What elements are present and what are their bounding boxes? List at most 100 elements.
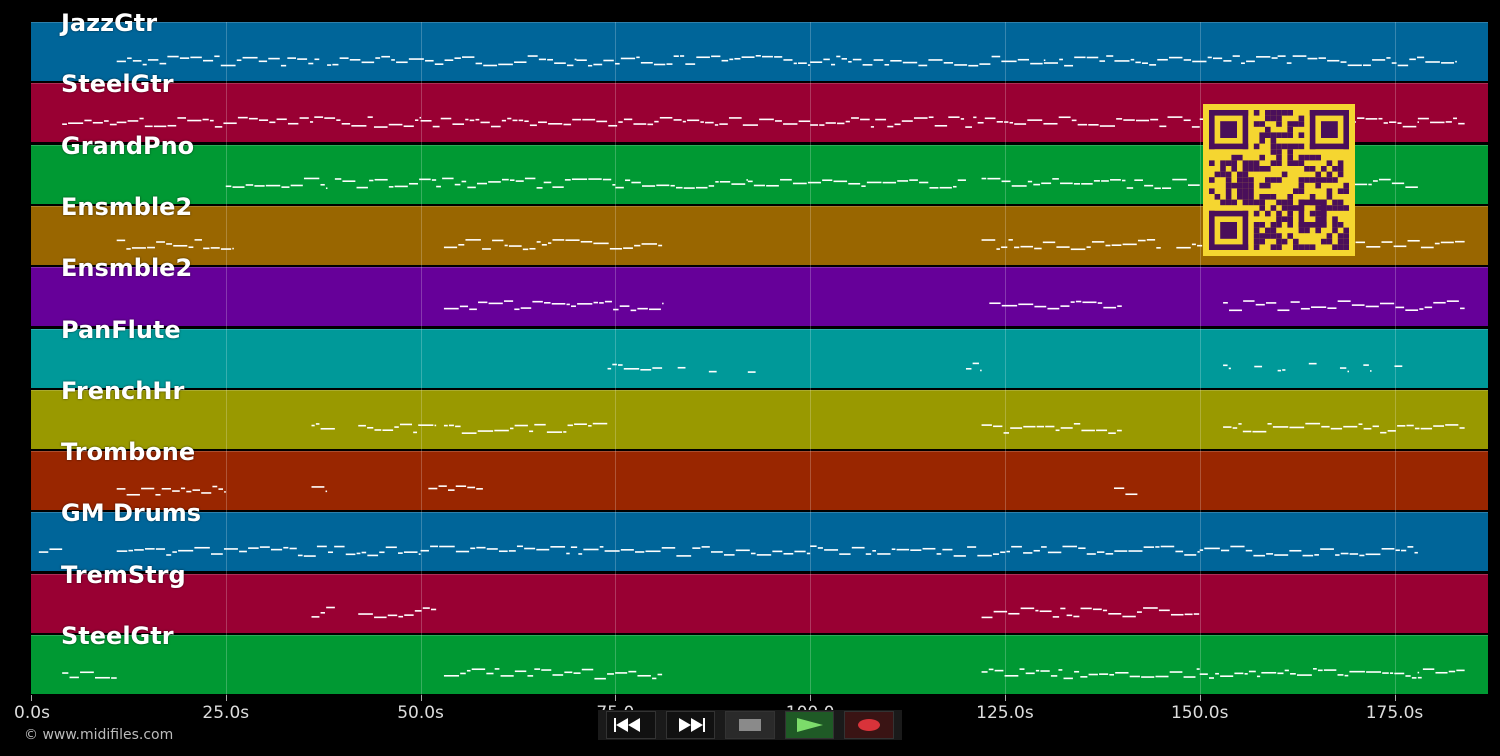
note-phrase <box>116 239 234 250</box>
note <box>1395 549 1400 552</box>
note <box>980 369 982 372</box>
note <box>735 549 750 552</box>
note <box>1114 550 1128 552</box>
note <box>1157 58 1168 61</box>
note <box>1060 182 1073 185</box>
note <box>1405 675 1411 677</box>
note <box>1059 58 1063 61</box>
note <box>116 488 126 490</box>
note <box>1460 307 1465 310</box>
note-phrase <box>1339 367 1349 373</box>
note-phrase <box>443 422 608 434</box>
note <box>1101 180 1109 182</box>
note <box>1141 676 1155 678</box>
note <box>580 240 593 243</box>
note <box>374 429 382 431</box>
note <box>1093 180 1100 182</box>
note <box>1034 305 1047 308</box>
note <box>1196 668 1200 670</box>
track-lane: JazzGtr <box>31 9 1488 81</box>
note <box>477 430 494 432</box>
note <box>297 58 308 60</box>
note <box>155 548 166 550</box>
note <box>645 550 661 553</box>
note <box>822 179 833 182</box>
note <box>111 677 117 679</box>
note <box>358 424 366 427</box>
note <box>1253 554 1265 557</box>
note <box>753 184 765 187</box>
note <box>1446 300 1459 302</box>
note <box>823 58 830 61</box>
note <box>1074 56 1086 59</box>
note <box>1023 552 1033 554</box>
note <box>1245 549 1253 552</box>
note <box>1199 673 1208 675</box>
note <box>613 308 619 311</box>
note <box>414 610 422 612</box>
note <box>442 177 454 180</box>
note-phrase <box>38 548 63 553</box>
note <box>1277 309 1290 312</box>
note <box>783 59 793 61</box>
note <box>465 239 481 241</box>
note <box>314 116 324 118</box>
note <box>455 425 461 428</box>
note <box>448 489 455 491</box>
note <box>1397 122 1402 124</box>
note <box>1455 60 1457 63</box>
note <box>824 549 839 551</box>
note <box>534 668 541 670</box>
record-button[interactable] <box>844 711 894 739</box>
note <box>1126 187 1134 189</box>
note <box>280 64 287 67</box>
note <box>1246 60 1255 63</box>
note <box>942 548 953 551</box>
note <box>1434 242 1440 245</box>
note <box>1183 676 1196 678</box>
note <box>1317 669 1323 672</box>
note <box>527 55 538 57</box>
fast-forward-button[interactable] <box>665 711 716 739</box>
note <box>179 57 190 59</box>
note <box>178 549 194 552</box>
note <box>320 183 325 186</box>
note <box>641 243 658 245</box>
note <box>1409 58 1416 61</box>
note <box>657 673 663 676</box>
note <box>746 179 748 181</box>
rewind-button[interactable] <box>606 711 656 739</box>
fast-forward-icon <box>679 718 706 732</box>
note <box>361 551 367 554</box>
note <box>1417 56 1425 59</box>
note <box>303 177 320 180</box>
note <box>640 368 652 371</box>
note <box>414 119 419 121</box>
note <box>116 121 127 124</box>
note <box>1078 547 1086 550</box>
note <box>144 548 155 550</box>
note <box>524 120 529 123</box>
note <box>1417 676 1422 679</box>
play-button[interactable] <box>784 711 835 739</box>
note <box>379 551 385 554</box>
note <box>1167 116 1183 118</box>
gridline <box>615 22 617 696</box>
track-label: Trombone <box>61 438 196 467</box>
track-lane: SteelGtr <box>31 622 1488 694</box>
note <box>478 301 488 304</box>
note <box>498 550 508 553</box>
stop-button[interactable] <box>725 711 775 739</box>
note <box>723 554 735 556</box>
note <box>1080 676 1088 678</box>
note <box>508 245 522 247</box>
note <box>934 124 948 127</box>
note <box>1060 305 1070 307</box>
note <box>440 117 452 120</box>
note <box>1420 246 1434 249</box>
note <box>794 550 806 553</box>
note <box>977 121 984 124</box>
note <box>608 124 618 127</box>
note <box>311 486 325 488</box>
note <box>1143 607 1158 609</box>
